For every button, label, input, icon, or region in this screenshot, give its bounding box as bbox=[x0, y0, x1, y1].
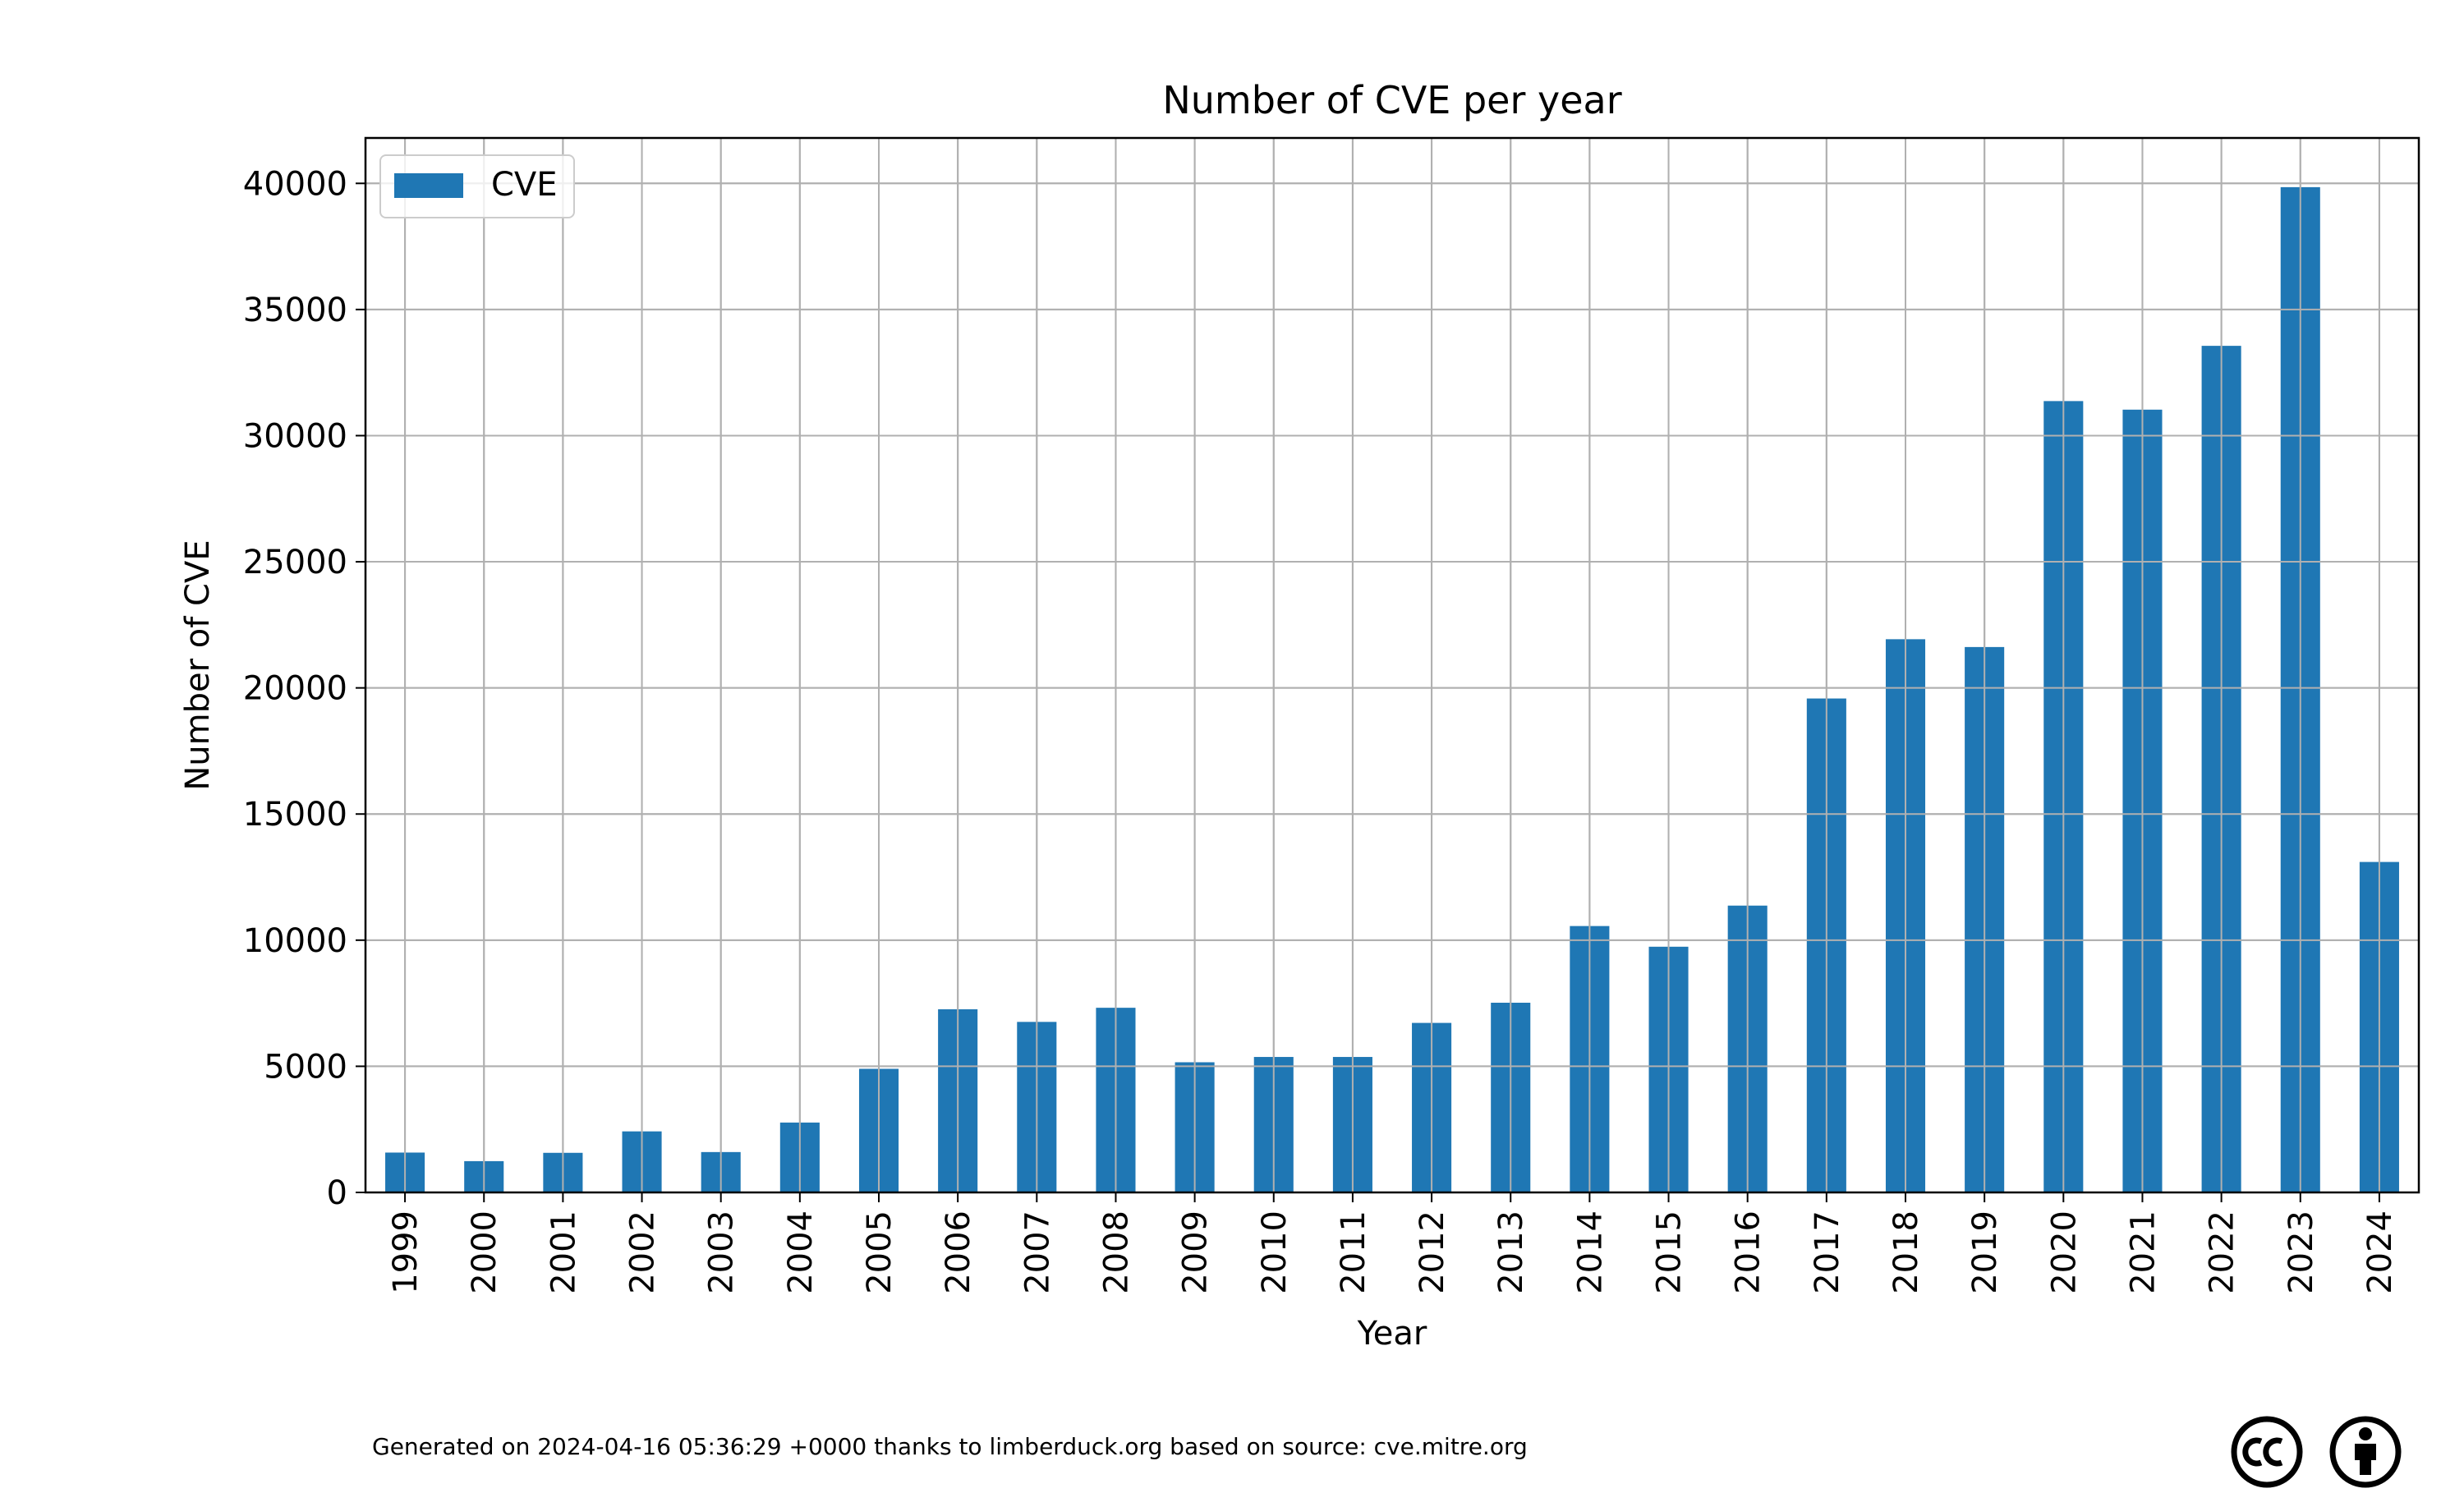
y-tick-label: 20000 bbox=[243, 670, 347, 708]
x-tick-label: 2004 bbox=[782, 1210, 820, 1294]
bars bbox=[365, 138, 2419, 1193]
legend-box bbox=[379, 154, 575, 218]
x-tick-label: 2002 bbox=[624, 1210, 662, 1294]
y-axis-label: Number of CVE bbox=[179, 540, 217, 790]
legend-label: CVE bbox=[491, 166, 558, 204]
x-axis-label: Year bbox=[1357, 1315, 1427, 1353]
legend: CVE bbox=[379, 154, 575, 218]
x-tick-label: 2013 bbox=[1492, 1210, 1530, 1294]
x-tick-label: 2023 bbox=[2282, 1210, 2320, 1294]
x-tick-label: 2020 bbox=[2045, 1210, 2083, 1294]
x-tick-label: 2006 bbox=[940, 1210, 977, 1294]
y-tick-label: 40000 bbox=[243, 165, 347, 203]
x-tick-label: 2008 bbox=[1097, 1210, 1135, 1294]
x-tick-label: 2001 bbox=[545, 1210, 582, 1294]
generation-note: Generated on 2024-04-16 05:36:29 +0000 t… bbox=[372, 1433, 1528, 1460]
x-tick-label: 2016 bbox=[1730, 1210, 1768, 1294]
attribution-icon bbox=[2329, 1416, 2402, 1488]
x-tick-label: 2022 bbox=[2204, 1210, 2241, 1294]
chart-title: Number of CVE per year bbox=[1162, 78, 1621, 122]
x-tick-label: 2000 bbox=[466, 1210, 503, 1294]
grid-lines bbox=[365, 138, 2419, 1193]
creative-commons-icon bbox=[2231, 1416, 2303, 1488]
x-tick-label: 2009 bbox=[1177, 1210, 1215, 1294]
legend-swatch bbox=[394, 173, 463, 198]
x-tick-label: 1999 bbox=[387, 1210, 425, 1294]
x-tick-label: 2024 bbox=[2361, 1210, 2399, 1294]
x-tick-label: 2012 bbox=[1414, 1210, 1451, 1294]
x-tick-label: 2019 bbox=[1966, 1210, 2004, 1294]
y-tick-label: 0 bbox=[327, 1174, 347, 1212]
x-tick-label: 2018 bbox=[1887, 1210, 1925, 1294]
license-badges bbox=[2231, 1416, 2402, 1488]
y-tick-label: 10000 bbox=[243, 922, 347, 960]
x-tick-label: 2015 bbox=[1651, 1210, 1689, 1294]
x-tick-label: 2007 bbox=[1018, 1210, 1056, 1294]
y-tick-label: 35000 bbox=[243, 292, 347, 329]
x-tick-label: 2017 bbox=[1809, 1210, 1846, 1294]
y-tick-label: 15000 bbox=[243, 796, 347, 834]
y-tick-label: 5000 bbox=[264, 1048, 347, 1086]
x-tick-label: 2011 bbox=[1335, 1210, 1372, 1294]
x-tick-label: 2021 bbox=[2124, 1210, 2162, 1294]
plot-frame bbox=[364, 136, 2420, 1194]
x-tick-label: 2010 bbox=[1256, 1210, 1294, 1294]
x-tick-label: 2003 bbox=[703, 1210, 741, 1294]
x-tick-label: 2014 bbox=[1571, 1210, 1609, 1294]
axes: 0 5000 10000 15000 20000 25000 30000 35000 40000… bbox=[243, 165, 2399, 1294]
y-tick-label: 30000 bbox=[243, 417, 347, 455]
y-tick-label: 25000 bbox=[243, 544, 347, 581]
x-tick-label: 2005 bbox=[861, 1210, 899, 1294]
